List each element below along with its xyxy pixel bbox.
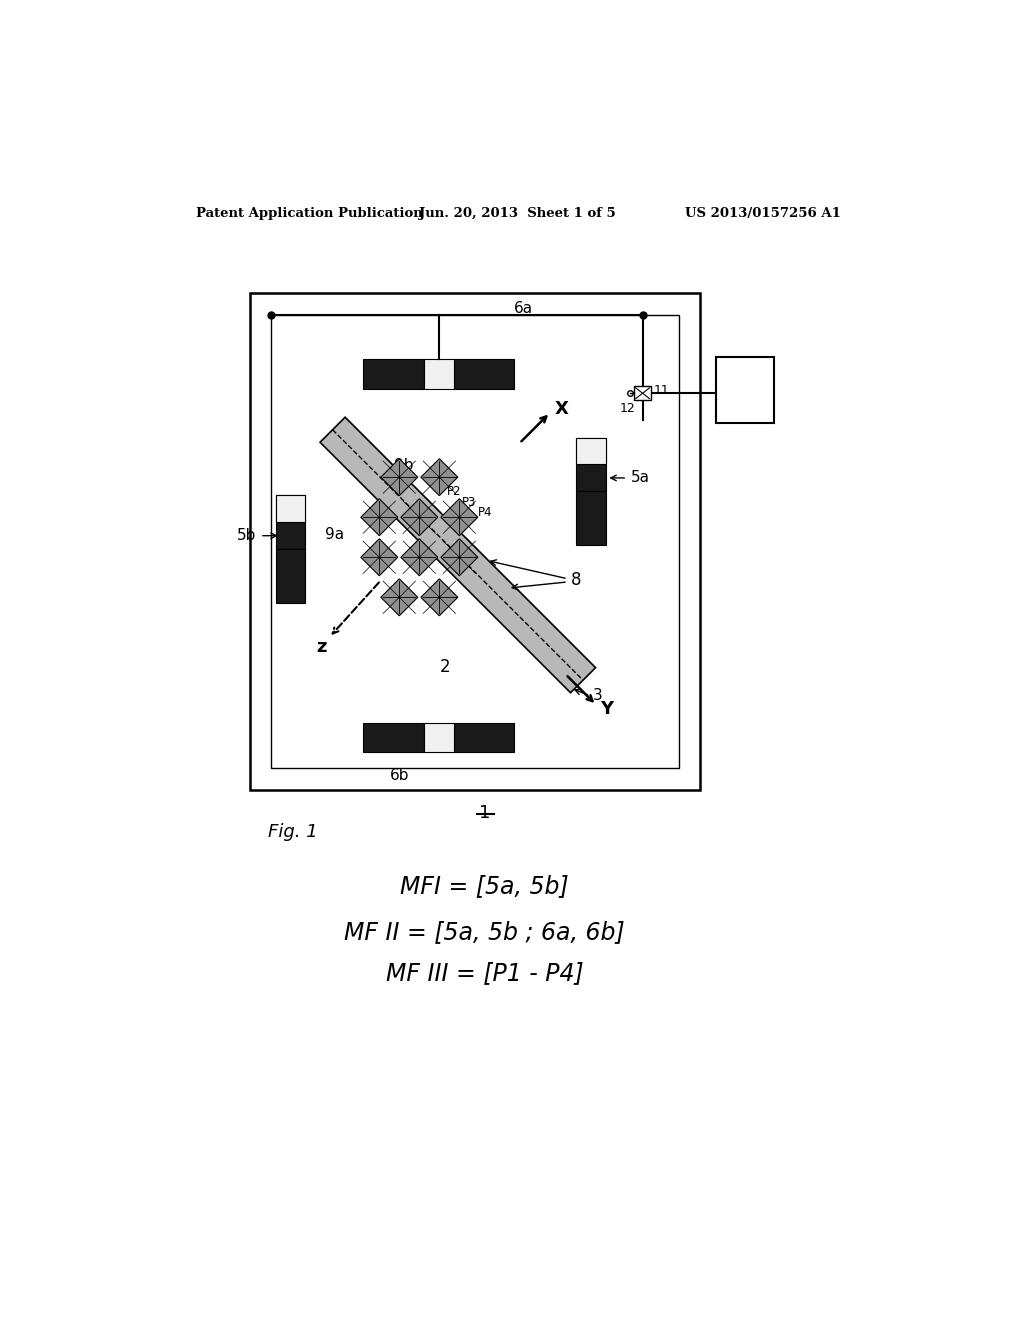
Bar [424,359,454,388]
Polygon shape [421,579,458,615]
Text: 8: 8 [571,572,582,589]
Bar [250,293,700,789]
Text: P2: P2 [446,484,461,498]
Bar [577,491,605,545]
Polygon shape [421,459,458,496]
Text: 1: 1 [479,804,490,821]
Bar [454,723,514,752]
Bar [364,723,424,752]
Polygon shape [441,499,478,536]
Text: MF II = [5a, 5b ; 6a, 6b]: MF II = [5a, 5b ; 6a, 6b] [344,920,625,944]
Text: X: X [555,400,568,417]
Text: US 2013/0157256 A1: US 2013/0157256 A1 [685,207,841,220]
Bar [276,495,305,523]
Text: 6b: 6b [390,768,410,783]
Text: P3: P3 [462,496,476,508]
Polygon shape [360,499,397,536]
Bar [276,549,305,603]
Bar [716,356,773,422]
Text: Fig. 1: Fig. 1 [267,824,317,841]
Text: Y: Y [600,700,613,718]
Bar [577,437,605,491]
Text: z: z [316,638,327,656]
Text: 9a: 9a [326,527,345,541]
Bar [364,359,424,388]
Polygon shape [381,459,418,496]
Text: 5a: 5a [631,470,650,486]
Text: MFI = [5a, 5b]: MFI = [5a, 5b] [400,874,569,898]
Text: 2: 2 [439,657,450,676]
Text: Jun. 20, 2013  Sheet 1 of 5: Jun. 20, 2013 Sheet 1 of 5 [419,207,616,220]
Bar [577,437,605,465]
Text: 5b: 5b [237,528,256,544]
Text: 10: 10 [731,380,758,400]
Text: 11: 11 [653,384,669,397]
Polygon shape [360,539,397,576]
Polygon shape [400,499,438,536]
Polygon shape [441,539,478,576]
Text: 6a: 6a [514,301,532,315]
Text: P4: P4 [477,506,492,519]
Text: Patent Application Publication: Patent Application Publication [196,207,423,220]
Polygon shape [321,417,596,693]
Bar [454,359,514,388]
Text: 12: 12 [620,403,635,416]
Bar [276,495,305,549]
Text: 9b: 9b [394,458,414,473]
Text: P1: P1 [430,475,444,488]
Polygon shape [381,579,418,615]
Polygon shape [400,539,438,576]
Text: MF III = [P1 - P4]: MF III = [P1 - P4] [386,961,584,985]
Text: 3: 3 [593,688,602,704]
Bar [634,387,651,400]
Bar [271,314,679,768]
Bar [424,723,454,752]
